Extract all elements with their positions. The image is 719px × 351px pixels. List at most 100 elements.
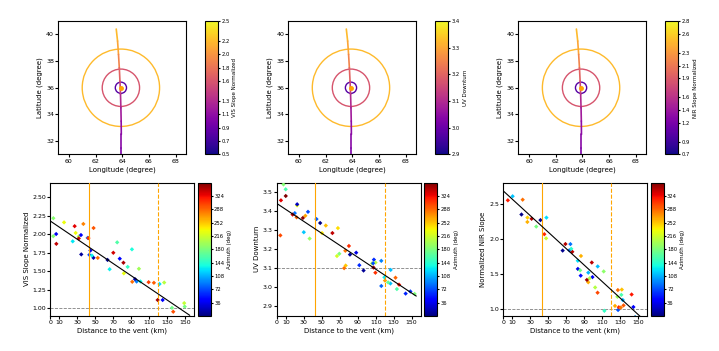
Point [354,263,365,268]
Point [409,291,421,297]
Point [613,307,624,313]
Point [280,193,291,199]
Point [582,279,594,285]
Point [304,236,316,241]
Point [58,220,70,225]
Point [565,246,577,252]
Point [291,214,303,220]
Point [541,236,552,241]
Point [592,290,603,296]
Y-axis label: Azimuth (deg): Azimuth (deg) [680,230,685,269]
Point [83,235,94,241]
Point [85,248,96,253]
X-axis label: Distance to the vent (km): Distance to the vent (km) [303,328,394,335]
Y-axis label: Latitude (degree): Latitude (degree) [37,57,43,118]
Point [118,271,129,276]
Point [70,230,81,236]
Point [332,225,344,231]
Point [612,287,623,293]
Point [73,236,85,241]
Point [350,250,362,256]
Point [297,215,308,221]
Point [592,264,603,269]
Point [391,286,403,292]
Point [616,287,628,292]
Point [291,201,303,207]
Point [314,220,326,226]
Point [618,303,629,308]
Point [526,216,537,221]
Point [179,304,191,309]
Point [539,231,550,237]
Point [154,281,165,287]
Point [339,248,351,253]
Point [564,247,575,253]
Point [344,252,356,257]
Point [47,216,59,221]
Point [358,268,370,273]
Point [598,269,610,274]
Point [50,231,62,237]
Point [574,267,586,273]
Point [366,260,377,266]
Point [393,282,405,287]
Point [626,292,637,297]
Point [587,274,598,280]
Point [521,219,533,225]
Point [367,260,379,266]
Point [181,326,193,332]
Point [609,303,620,309]
Point [575,273,587,278]
Point [567,249,578,254]
Point [73,234,84,239]
Point [505,178,517,183]
Point [88,255,99,260]
Point [599,308,610,314]
Y-axis label: Azimuth (deg): Azimuth (deg) [227,230,232,269]
Y-axis label: VIS Slope Normalized: VIS Slope Normalized [232,58,237,117]
Y-axis label: Latitude (degree): Latitude (degree) [267,57,273,118]
Point [522,215,533,220]
Point [152,297,163,303]
Y-axis label: UV Downturn: UV Downturn [462,69,467,106]
Point [531,224,542,230]
Point [629,314,641,320]
Point [340,263,352,269]
Point [383,280,394,285]
Point [612,294,623,300]
Point [298,230,310,235]
Point [385,281,396,286]
X-axis label: Longitude (degree): Longitude (degree) [319,166,385,173]
Point [143,279,155,285]
Point [572,266,584,272]
Point [83,252,95,258]
X-axis label: Distance to the vent (km): Distance to the vent (km) [530,328,620,335]
Point [320,223,331,229]
Point [368,265,380,270]
Point [582,270,594,276]
Point [75,252,87,257]
Point [127,246,138,252]
Point [278,181,289,187]
Point [334,251,345,257]
Point [615,292,627,298]
Point [370,270,381,276]
Point [628,304,639,310]
Point [630,314,641,320]
Point [316,230,328,236]
Y-axis label: Normalized NIR Slope: Normalized NIR Slope [480,212,487,287]
Point [502,198,513,203]
Point [300,213,311,219]
Point [615,305,626,310]
Point [280,186,291,192]
Point [516,212,527,217]
Point [182,316,193,322]
Point [122,264,134,270]
Point [92,255,104,261]
X-axis label: Distance to the vent (km): Distance to the vent (km) [77,328,168,335]
Y-axis label: NIR Slope Normalized: NIR Slope Normalized [692,58,697,118]
Point [535,217,546,223]
Point [88,225,99,231]
Point [302,209,313,214]
Point [127,279,138,285]
